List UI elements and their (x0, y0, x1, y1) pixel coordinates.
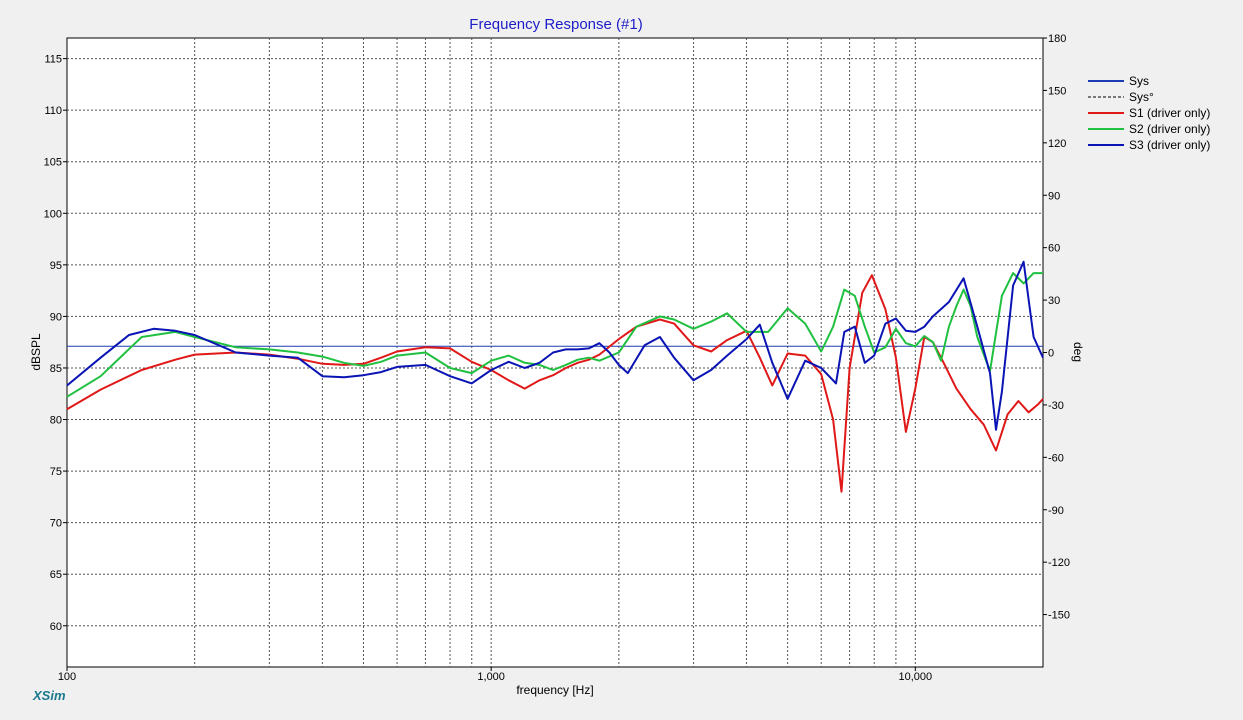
legend-label: S1 (driver only) (1129, 106, 1210, 120)
y2-tick-label: -60 (1048, 452, 1064, 464)
y-tick-label: 95 (50, 260, 62, 272)
series-line-s3-driver-only (66, 260, 1044, 431)
y-axis-label: dBSPL (29, 333, 43, 371)
series-line-s2-driver-only (66, 272, 1043, 398)
x-axis-label: frequency [Hz] (516, 683, 593, 697)
y-tick-label: 65 (50, 569, 62, 581)
y2-tick-label: 120 (1048, 138, 1066, 150)
x-tick-label: 100 (58, 671, 76, 683)
y2-tick-label: 150 (1048, 85, 1066, 97)
y2-tick-label: -120 (1048, 557, 1070, 569)
y2-tick-label: -150 (1048, 610, 1070, 622)
legend-label: S3 (driver only) (1129, 138, 1210, 152)
y2-tick-label: 30 (1048, 295, 1060, 307)
y-axis-ticks: 60 65 70 75 80 85 90 95 100 105 110 115 (44, 54, 67, 633)
y-tick-label: 100 (44, 208, 62, 220)
legend: Sys Sys° S1 (driver only) S2 (driver only) S… (1088, 74, 1210, 152)
y-tick-label: 80 (50, 415, 62, 427)
x-axis-ticks: 100 1,000 10,000 (58, 667, 932, 683)
x-tick-label: 1,000 (477, 671, 505, 683)
legend-label: Sys° (1129, 90, 1154, 104)
y2-tick-label: 0 (1048, 348, 1054, 360)
series-layer (66, 260, 1044, 493)
y-tick-label: 115 (44, 54, 62, 66)
y2-tick-label: 90 (1048, 190, 1060, 202)
y-tick-label: 75 (50, 466, 62, 478)
legend-label: Sys (1129, 74, 1149, 88)
y2-axis-label: deg (1071, 342, 1085, 362)
y2-axis-ticks: 180 150 120 90 60 30 0 -30 -60 -90 -120 -150 (1043, 33, 1070, 622)
brand-logo: XSim (32, 688, 66, 703)
y-tick-label: 70 (50, 518, 62, 530)
x-tick-label: 10,000 (898, 671, 932, 683)
y-tick-label: 105 (44, 157, 62, 169)
legend-label: S2 (driver only) (1129, 122, 1210, 136)
grid (67, 38, 1043, 667)
y-tick-label: 85 (50, 363, 62, 375)
chart-title: Frequency Response (#1) (469, 16, 642, 33)
y2-tick-label: -90 (1048, 505, 1064, 517)
y2-tick-label: 60 (1048, 243, 1060, 255)
y2-tick-label: 180 (1048, 33, 1066, 45)
y-tick-label: 60 (50, 621, 62, 633)
y-tick-label: 90 (50, 311, 62, 323)
y2-tick-label: -30 (1048, 400, 1064, 412)
y-tick-label: 110 (44, 105, 62, 117)
